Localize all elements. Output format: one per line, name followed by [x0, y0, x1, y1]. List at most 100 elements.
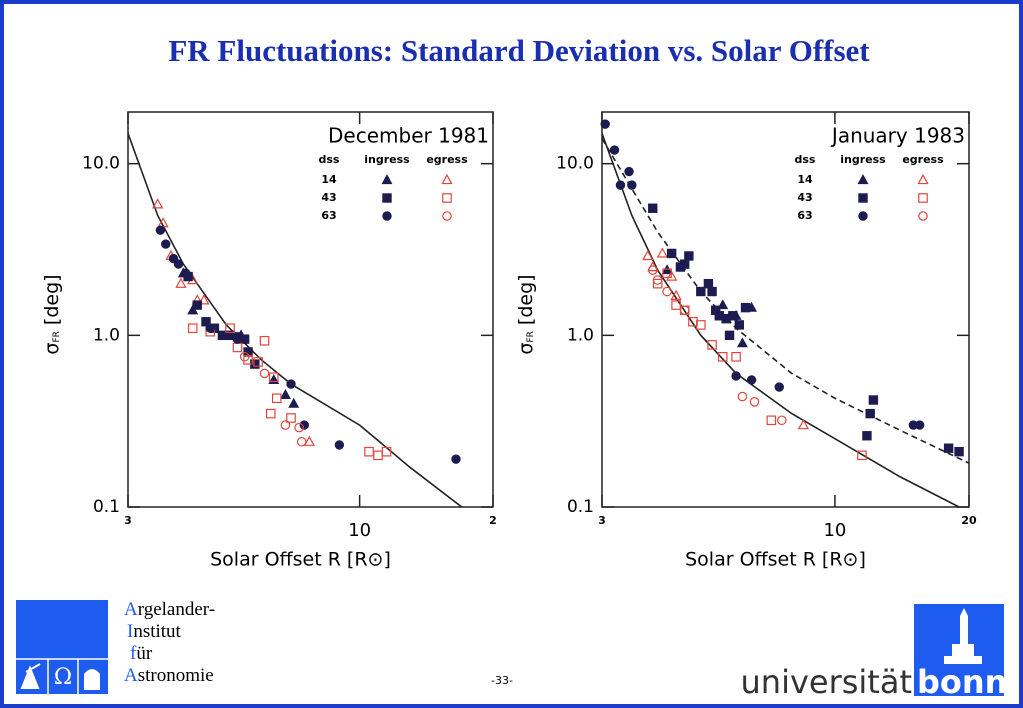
marker-triangle [670, 289, 682, 300]
marker-square [740, 302, 751, 313]
marker-circle [382, 211, 392, 221]
legend-header: dss [319, 153, 340, 166]
y-label-unit: [deg] [41, 274, 63, 325]
marker-circle [627, 180, 637, 190]
marker-triangle [288, 397, 300, 408]
marker-square [868, 395, 879, 405]
marker-square [201, 317, 211, 327]
marker-triangle [175, 277, 187, 288]
marker-circle [914, 420, 925, 430]
marker-square [707, 286, 717, 297]
marker-triangle [857, 174, 869, 185]
marker-square [652, 278, 663, 289]
x-tick-label: 10 [823, 520, 846, 541]
marker-triangle [656, 247, 669, 258]
marker-circle [334, 440, 345, 450]
fit-curve [128, 133, 463, 507]
marker-square [943, 443, 954, 453]
plot-frame [127, 111, 494, 508]
marker-circle [746, 375, 757, 385]
rest: stronomie [138, 665, 214, 686]
marker-square [271, 393, 282, 404]
marker-circle [259, 368, 270, 379]
institute-line: Argelander- [124, 599, 215, 620]
marker-triangle [917, 173, 929, 185]
y-label-sub: FR [52, 331, 62, 342]
legend-title: December 1981 [328, 124, 489, 148]
university-logo: universität bonn [741, 604, 1007, 701]
marker-circle [296, 436, 307, 447]
legend-column: ingress [364, 153, 410, 166]
marker-square [381, 446, 392, 457]
marker-circle [161, 239, 171, 249]
initial: A [124, 665, 138, 686]
marker-circle [600, 119, 610, 129]
marker-square [707, 340, 717, 350]
legend-row: 63 [321, 209, 336, 222]
x-axis-label: Solar Offset R [R⊙] [210, 549, 391, 571]
marker-circle [205, 323, 215, 333]
marker-square [187, 323, 198, 334]
plot-frame [601, 111, 970, 508]
marker-square [662, 268, 672, 279]
rest: ür [136, 643, 153, 664]
legend-title: January 1983 [830, 124, 965, 148]
fit-curve [602, 138, 969, 464]
institute-line: Astronomie [124, 665, 214, 686]
marker-circle [647, 265, 658, 275]
marker-square [865, 408, 875, 419]
marker-square [253, 357, 263, 367]
institute-line: Institut [127, 621, 182, 642]
marker-square [192, 300, 202, 310]
marker-square [259, 335, 270, 346]
y-label-symbol: σ [41, 343, 63, 355]
marker-square [648, 203, 658, 213]
legend-column: egress [426, 153, 468, 166]
marker-square [724, 330, 735, 341]
x-tick-label: 3 [598, 514, 606, 527]
x-tick-label: 20 [961, 514, 977, 527]
initial: A [124, 599, 138, 620]
chart: 10.0 1.0 0.1 3 10 2 Solar Offset R [R⊙] σFR [deg… [41, 111, 497, 571]
marker-square [696, 320, 706, 330]
marker-circle [280, 420, 291, 430]
marker-triangle [797, 419, 810, 430]
marker-triangle [441, 173, 453, 185]
y-axis-label: σFR [deg] [515, 274, 537, 354]
marker-circle [918, 211, 928, 221]
marker-square [717, 351, 728, 362]
legend-row: 14 [797, 173, 813, 186]
marker-circle [286, 379, 296, 389]
marker-circle [624, 166, 634, 177]
marker-square [679, 259, 690, 269]
legend-header: dss [795, 153, 816, 166]
institute-line: für [130, 643, 153, 664]
marker-circle [442, 211, 452, 221]
fit-curve [602, 133, 960, 507]
marker-square [858, 193, 868, 203]
y-tick-label: 1.0 [93, 325, 120, 345]
marker-square [862, 431, 872, 441]
marker-square [703, 278, 714, 289]
marker-square [918, 193, 928, 203]
slide-canvas: FR Fluctuations: Standard Deviation vs. … [16, 33, 1007, 701]
marker-circle [615, 180, 626, 190]
marker-circle [737, 391, 748, 402]
institute-logo: Ω [16, 600, 108, 694]
marker-circle [777, 415, 787, 426]
y-tick-label: 0.1 [93, 497, 120, 517]
marker-square [243, 355, 253, 365]
y-tick-label: 1.0 [567, 325, 594, 345]
y-label-symbol: σ [515, 343, 537, 355]
marker-square [731, 351, 741, 362]
legend-row: 14 [321, 173, 337, 186]
marker-square [382, 193, 392, 203]
marker-circle [451, 454, 461, 464]
svg-text:Ω: Ω [54, 665, 72, 690]
x-tick-label: 10 [348, 520, 371, 541]
marker-triangle [381, 174, 393, 185]
marker-circle [239, 351, 250, 362]
marker-square [265, 408, 276, 419]
marker-circle [749, 397, 760, 407]
